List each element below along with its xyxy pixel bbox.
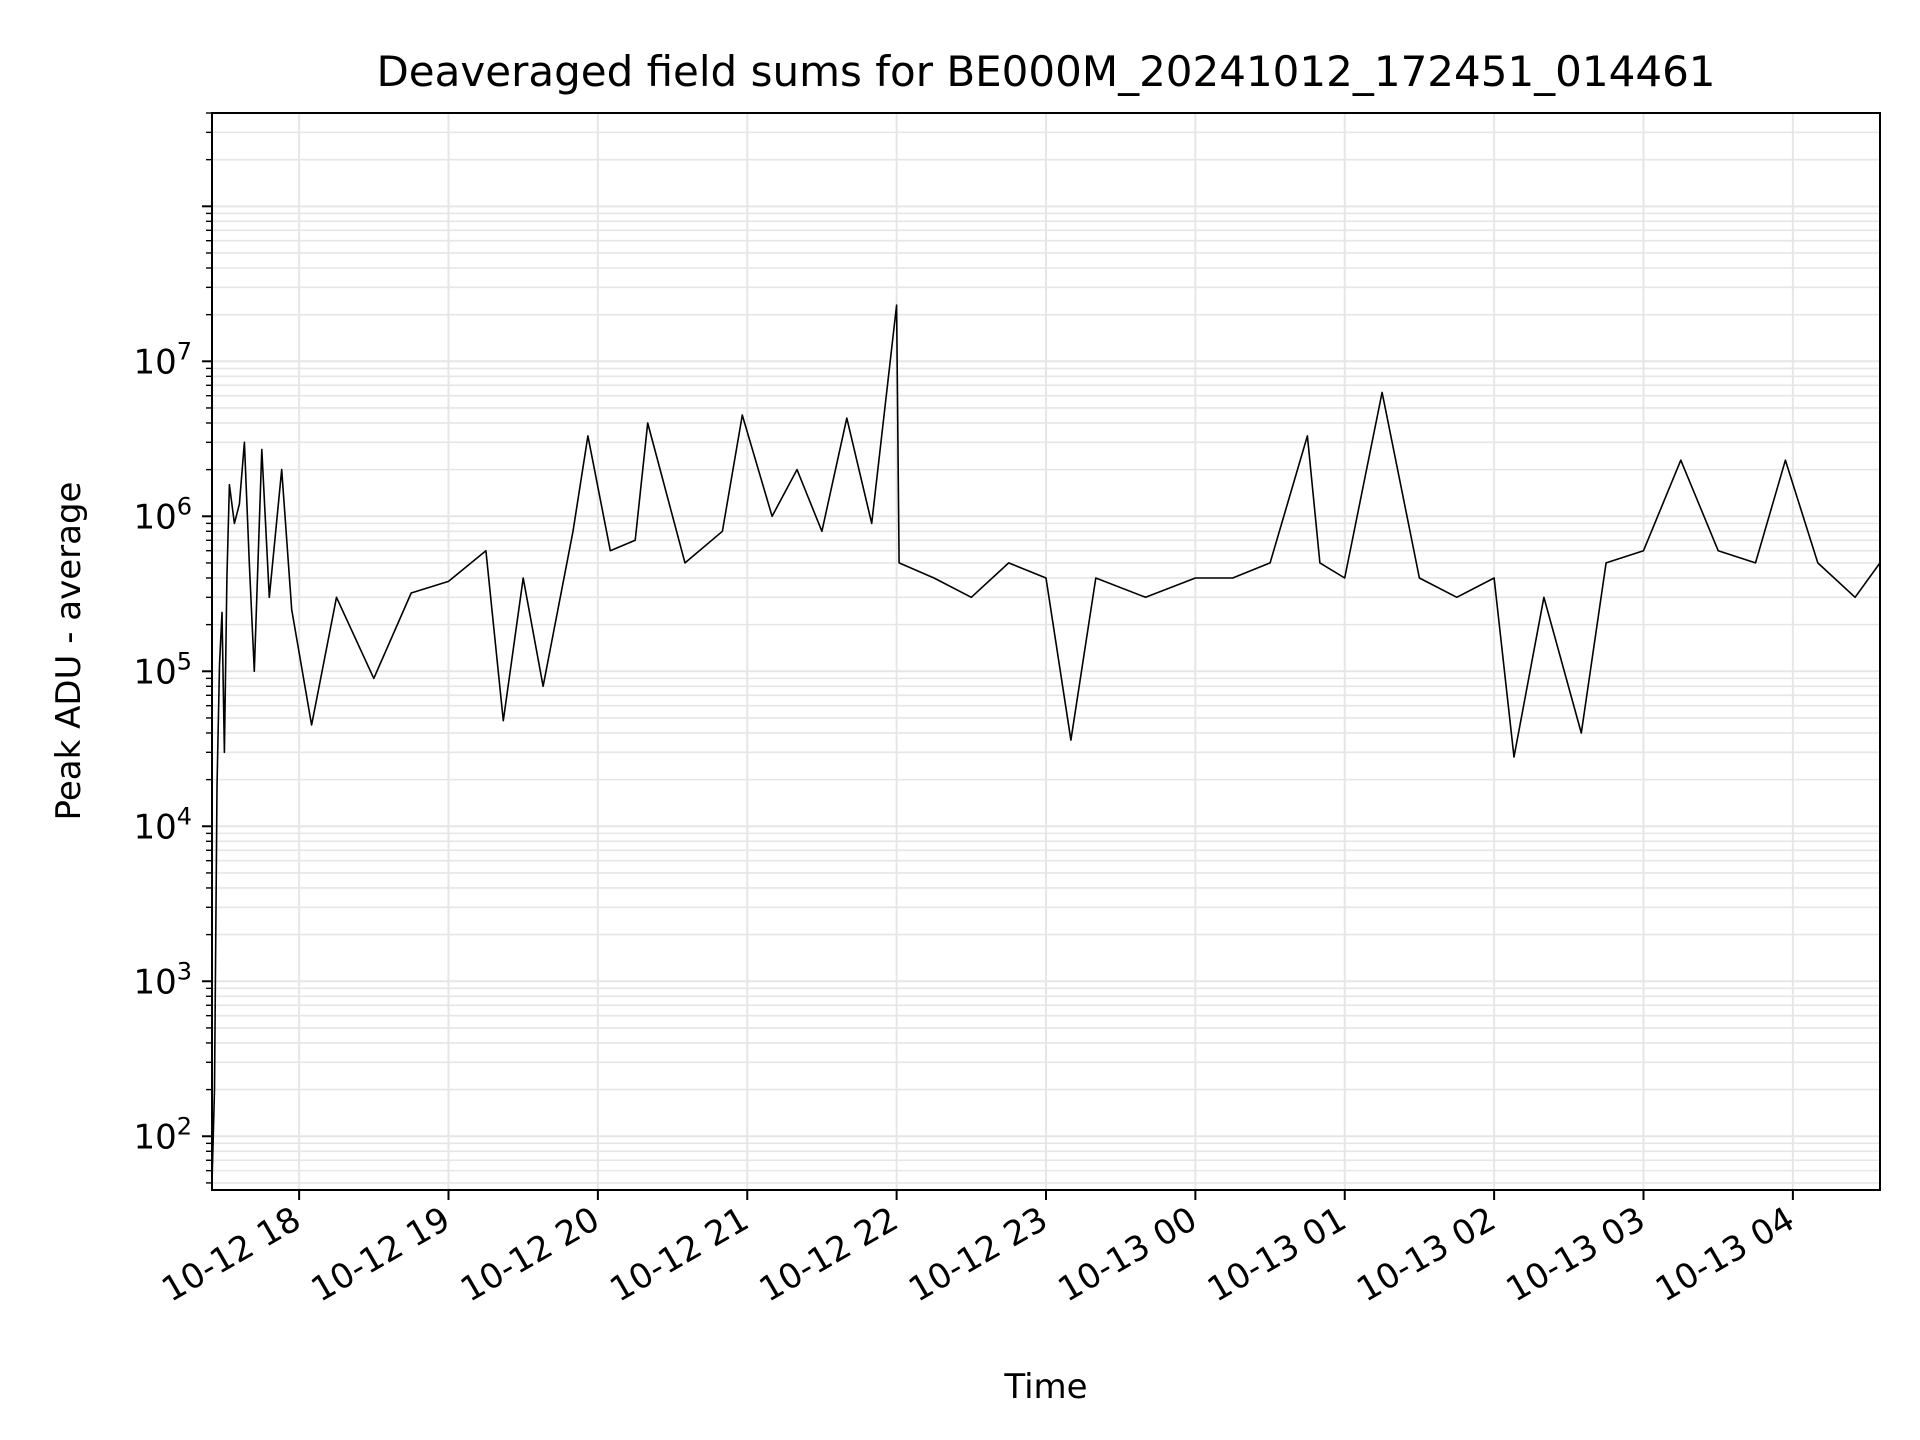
y-tick-label: 106 (133, 492, 192, 537)
x-axis-title: Time (1003, 1367, 1087, 1407)
y-tick-label: 107 (133, 337, 192, 382)
y-axis-title: Peak ADU - average (49, 482, 89, 821)
series-layer (211, 304, 1881, 1183)
chart-title: Deaveraged field sums for BE000M_2024101… (376, 47, 1715, 96)
y-tick-label: 105 (133, 647, 192, 692)
data-series-line (211, 304, 1881, 1183)
y-tick-label: 103 (133, 957, 192, 1002)
y-tick-label: 102 (133, 1112, 192, 1157)
grid-layer (212, 112, 1880, 1190)
y-tick-label: 104 (133, 802, 192, 847)
